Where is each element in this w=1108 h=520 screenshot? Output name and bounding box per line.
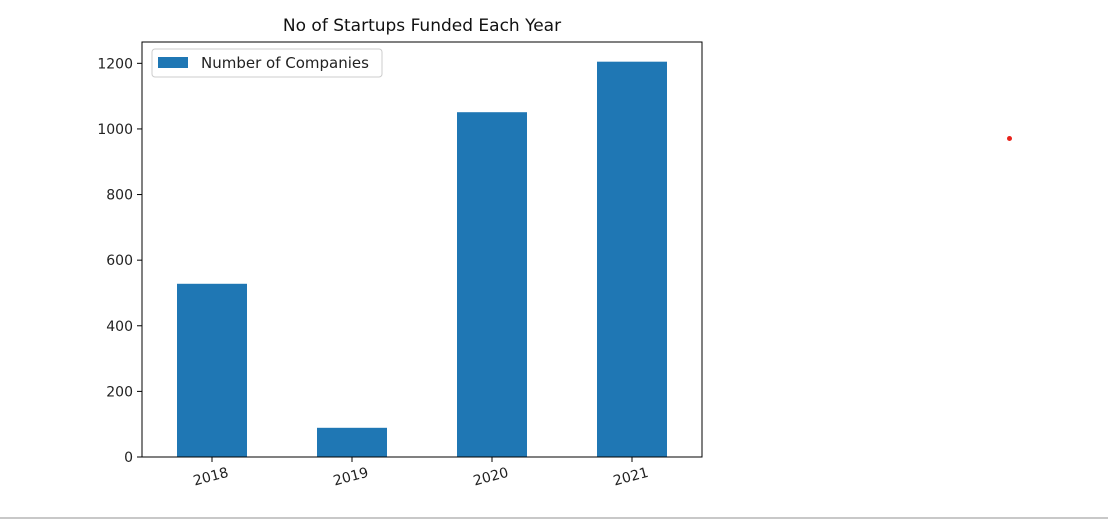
bar-2018 [177,283,247,457]
x-tick-label-2018: 2018 [192,465,231,490]
y-tick-label-0: 0 [124,450,133,466]
legend-box [151,48,383,78]
bar-2019 [317,427,387,457]
x-tick-label-2019: 2019 [332,465,371,490]
bar-2020 [457,112,527,457]
plot-frame [141,41,703,458]
legend-swatch [158,57,188,68]
x-tick-label-2021: 2021 [612,465,651,490]
output-divider [0,517,1108,519]
x-tick-label-2020: 2020 [472,465,511,490]
annotation-dot [1007,136,1012,141]
y-tick-label-1000: 1000 [97,122,133,138]
plot-area: 2018 2019 2020 2021 0 200 400 600 800 1000 1200 Num… [97,41,703,490]
bar-2021 [597,61,667,457]
y-tick-label-600: 600 [106,253,133,269]
y-tick-label-400: 400 [106,319,133,335]
legend-label: Number of Companies [201,54,369,72]
chart-title: No of Startups Funded Each Year [283,16,561,36]
y-tick-label-200: 200 [106,384,133,400]
y-tick-label-1200: 1200 [97,56,133,72]
y-tick-label-800: 800 [106,188,133,204]
